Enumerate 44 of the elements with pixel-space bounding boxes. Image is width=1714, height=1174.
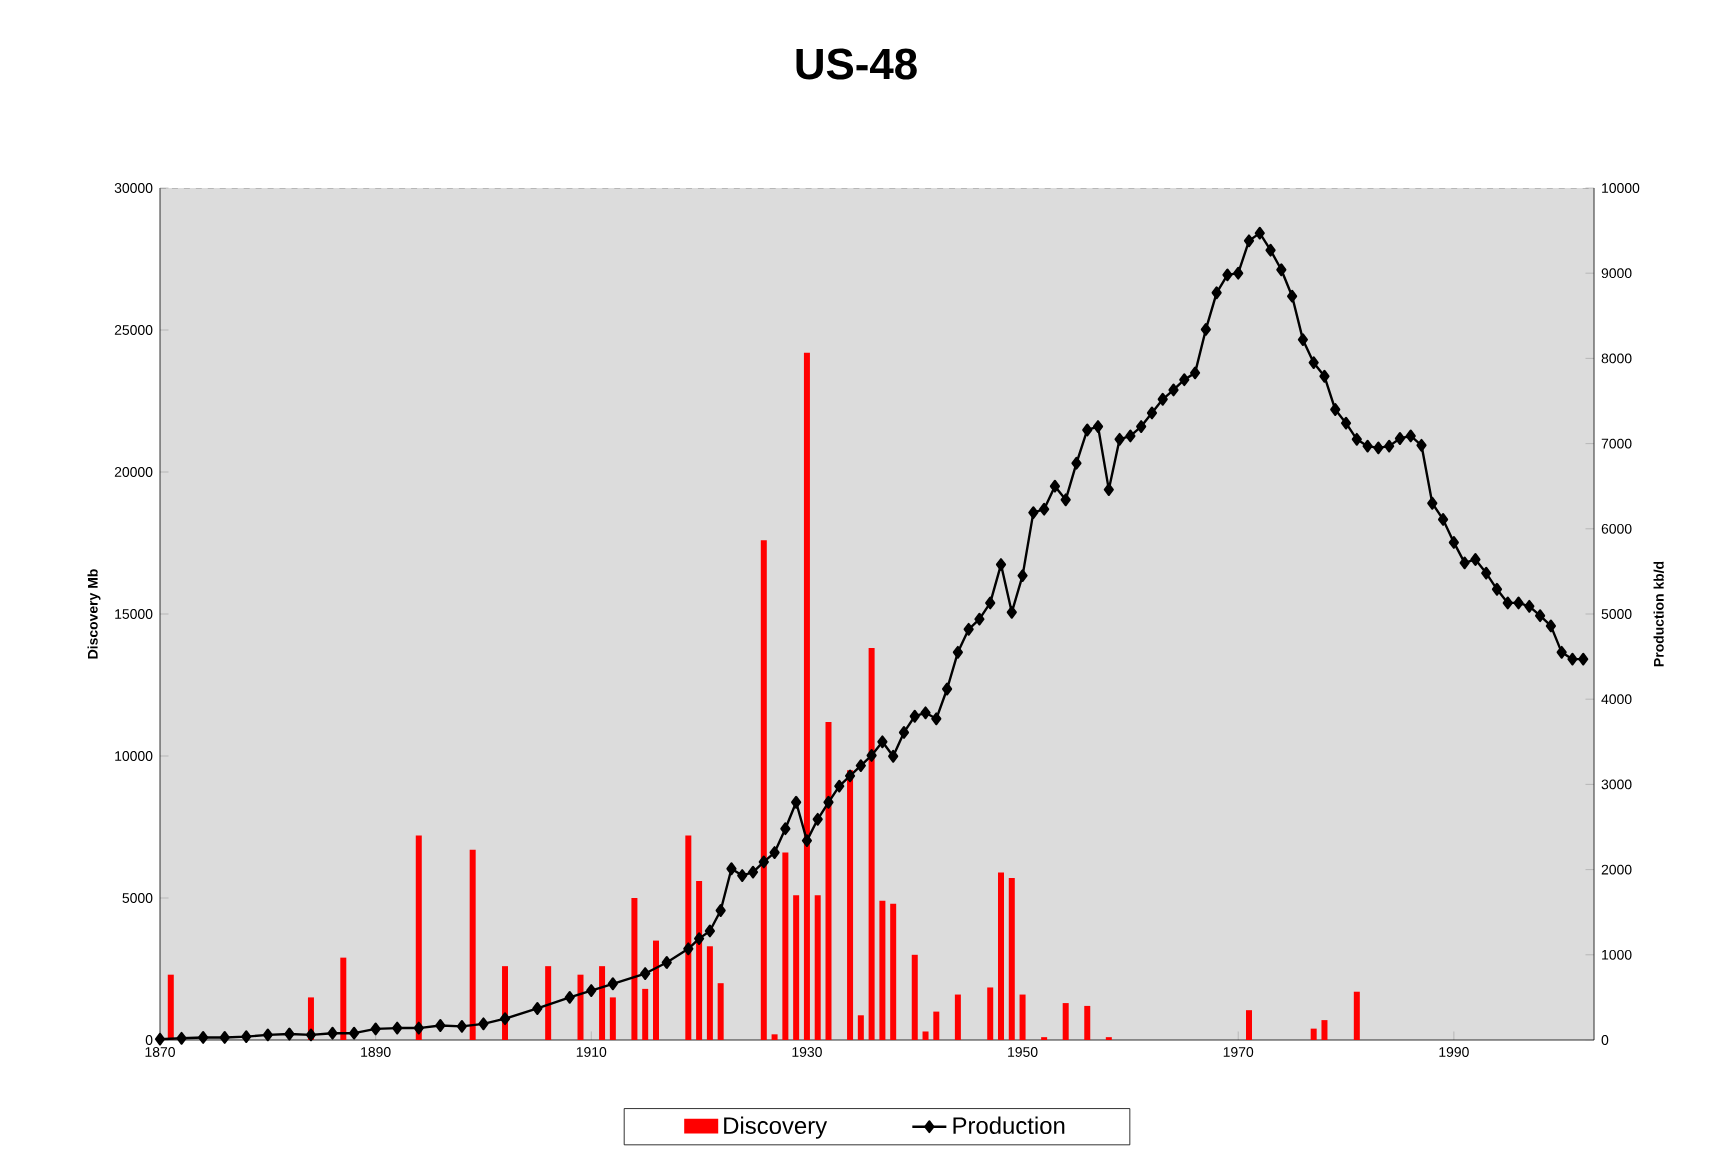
bar <box>987 987 994 1040</box>
bar <box>631 898 638 1040</box>
bar <box>933 1011 940 1040</box>
legend-label: Discovery <box>724 1116 828 1139</box>
bar <box>922 1031 929 1040</box>
bar <box>857 1015 864 1040</box>
bar <box>167 974 174 1040</box>
bar <box>1321 1020 1328 1040</box>
bar <box>415 835 422 1040</box>
bar <box>998 872 1004 1040</box>
bar <box>1310 1028 1317 1040</box>
bar <box>771 1034 778 1040</box>
bar <box>642 988 649 1040</box>
bar <box>1062 1003 1069 1040</box>
bar <box>1353 991 1360 1040</box>
bar <box>793 895 800 1040</box>
bar <box>1008 878 1015 1040</box>
bar <box>803 352 810 1040</box>
legend-label: Production <box>953 1116 1065 1135</box>
bar <box>911 954 918 1040</box>
bar <box>868 648 875 1040</box>
bar <box>1245 1010 1252 1040</box>
bar <box>814 895 821 1040</box>
bar <box>717 983 724 1040</box>
chart-title: US-48 <box>796 48 917 80</box>
bar <box>545 966 552 1040</box>
bar <box>599 966 606 1040</box>
bar <box>847 770 854 1040</box>
bar <box>577 974 584 1040</box>
bar <box>760 540 767 1040</box>
bar <box>469 849 476 1040</box>
bar <box>1019 994 1026 1040</box>
bar <box>782 852 789 1040</box>
bar <box>706 946 713 1040</box>
bar <box>696 880 703 1040</box>
bar <box>609 997 616 1040</box>
bar <box>1084 1005 1091 1040</box>
bar <box>685 835 692 1040</box>
bar <box>890 903 897 1040</box>
bar <box>825 721 832 1040</box>
bar <box>954 994 961 1040</box>
bar <box>340 957 347 1040</box>
bar <box>879 900 886 1040</box>
bar <box>652 940 659 1040</box>
